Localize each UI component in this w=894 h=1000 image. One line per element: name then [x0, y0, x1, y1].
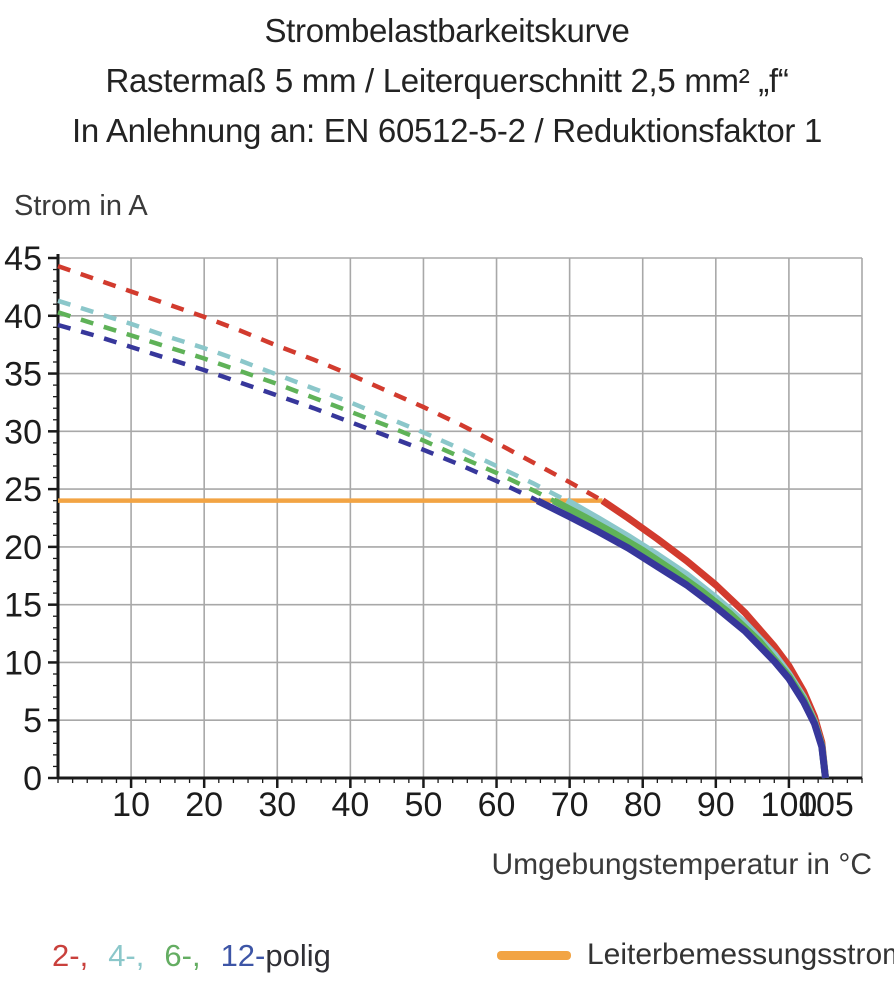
chart-title-line2: Rastermaß 5 mm / Leiterquerschnitt 2,5 m…: [105, 62, 789, 99]
curve-solid-6-polig: [551, 497, 829, 779]
x-tick-label: 105: [797, 786, 854, 824]
x-tick-label: 50: [405, 786, 443, 824]
legend-item-4-polig: 4-,: [108, 938, 145, 973]
y-tick-label: 25: [4, 471, 42, 509]
y-tick-label: 10: [4, 644, 42, 682]
chart-legend: 2-, 4-, 6-, 12- polig Leiterbemessungsstrom: [0, 938, 894, 988]
x-axis-title: Umgebungstemperatur in °C: [491, 848, 872, 881]
curve-dashed-2-polig: [57, 263, 604, 503]
chart-title-line3: In Anlehnung an: EN 60512-5-2 / Reduktio…: [71, 112, 822, 149]
x-tick-label: 10: [112, 786, 150, 824]
y-tick-label: 15: [4, 587, 42, 625]
legend-polig-suffix: polig: [265, 938, 331, 973]
rated-current-line-swatch: [497, 950, 571, 960]
y-tick-label: 0: [23, 760, 42, 798]
rated-current-label: Leiterbemessungsstrom: [587, 938, 894, 971]
legend-item-6-polig: 6-,: [164, 938, 201, 973]
legend-item-12-polig: 12-: [220, 938, 266, 973]
x-tick-label: 60: [478, 786, 516, 824]
x-tick-label: 80: [624, 786, 662, 824]
x-tick-label: 30: [258, 786, 296, 824]
y-axis-title: Strom in A: [14, 190, 148, 222]
y-tick-label: 5: [23, 702, 42, 740]
curve-solid-12-polig: [535, 497, 829, 779]
y-tick-label: 30: [4, 413, 42, 451]
x-tick-label: 90: [697, 786, 735, 824]
x-tick-label: 70: [551, 786, 589, 824]
curve-solid-4-polig: [564, 497, 829, 779]
curve-dashed-4-polig: [57, 298, 568, 503]
y-tick-label: 40: [4, 298, 42, 336]
curve-dashed-12-polig: [57, 322, 539, 503]
legend-series: 2-, 4-, 6-, 12- polig: [52, 938, 331, 974]
curve-dashed-6-polig: [57, 310, 555, 503]
y-tick-label: 45: [4, 240, 42, 278]
y-tick-label: 35: [4, 356, 42, 394]
x-tick-label: 20: [185, 786, 223, 824]
x-tick-label: 40: [331, 786, 369, 824]
legend-item-2-polig: 2-,: [52, 938, 89, 973]
y-tick-label: 20: [4, 529, 42, 567]
chart-title-block: Strombelastbarkeitskurve Rastermaß 5 mm …: [0, 6, 894, 156]
x-tick-label: 100: [761, 786, 818, 824]
chart-title-line1: Strombelastbarkeitskurve: [264, 12, 630, 49]
legend-rated-current: Leiterbemessungsstrom: [497, 938, 894, 972]
